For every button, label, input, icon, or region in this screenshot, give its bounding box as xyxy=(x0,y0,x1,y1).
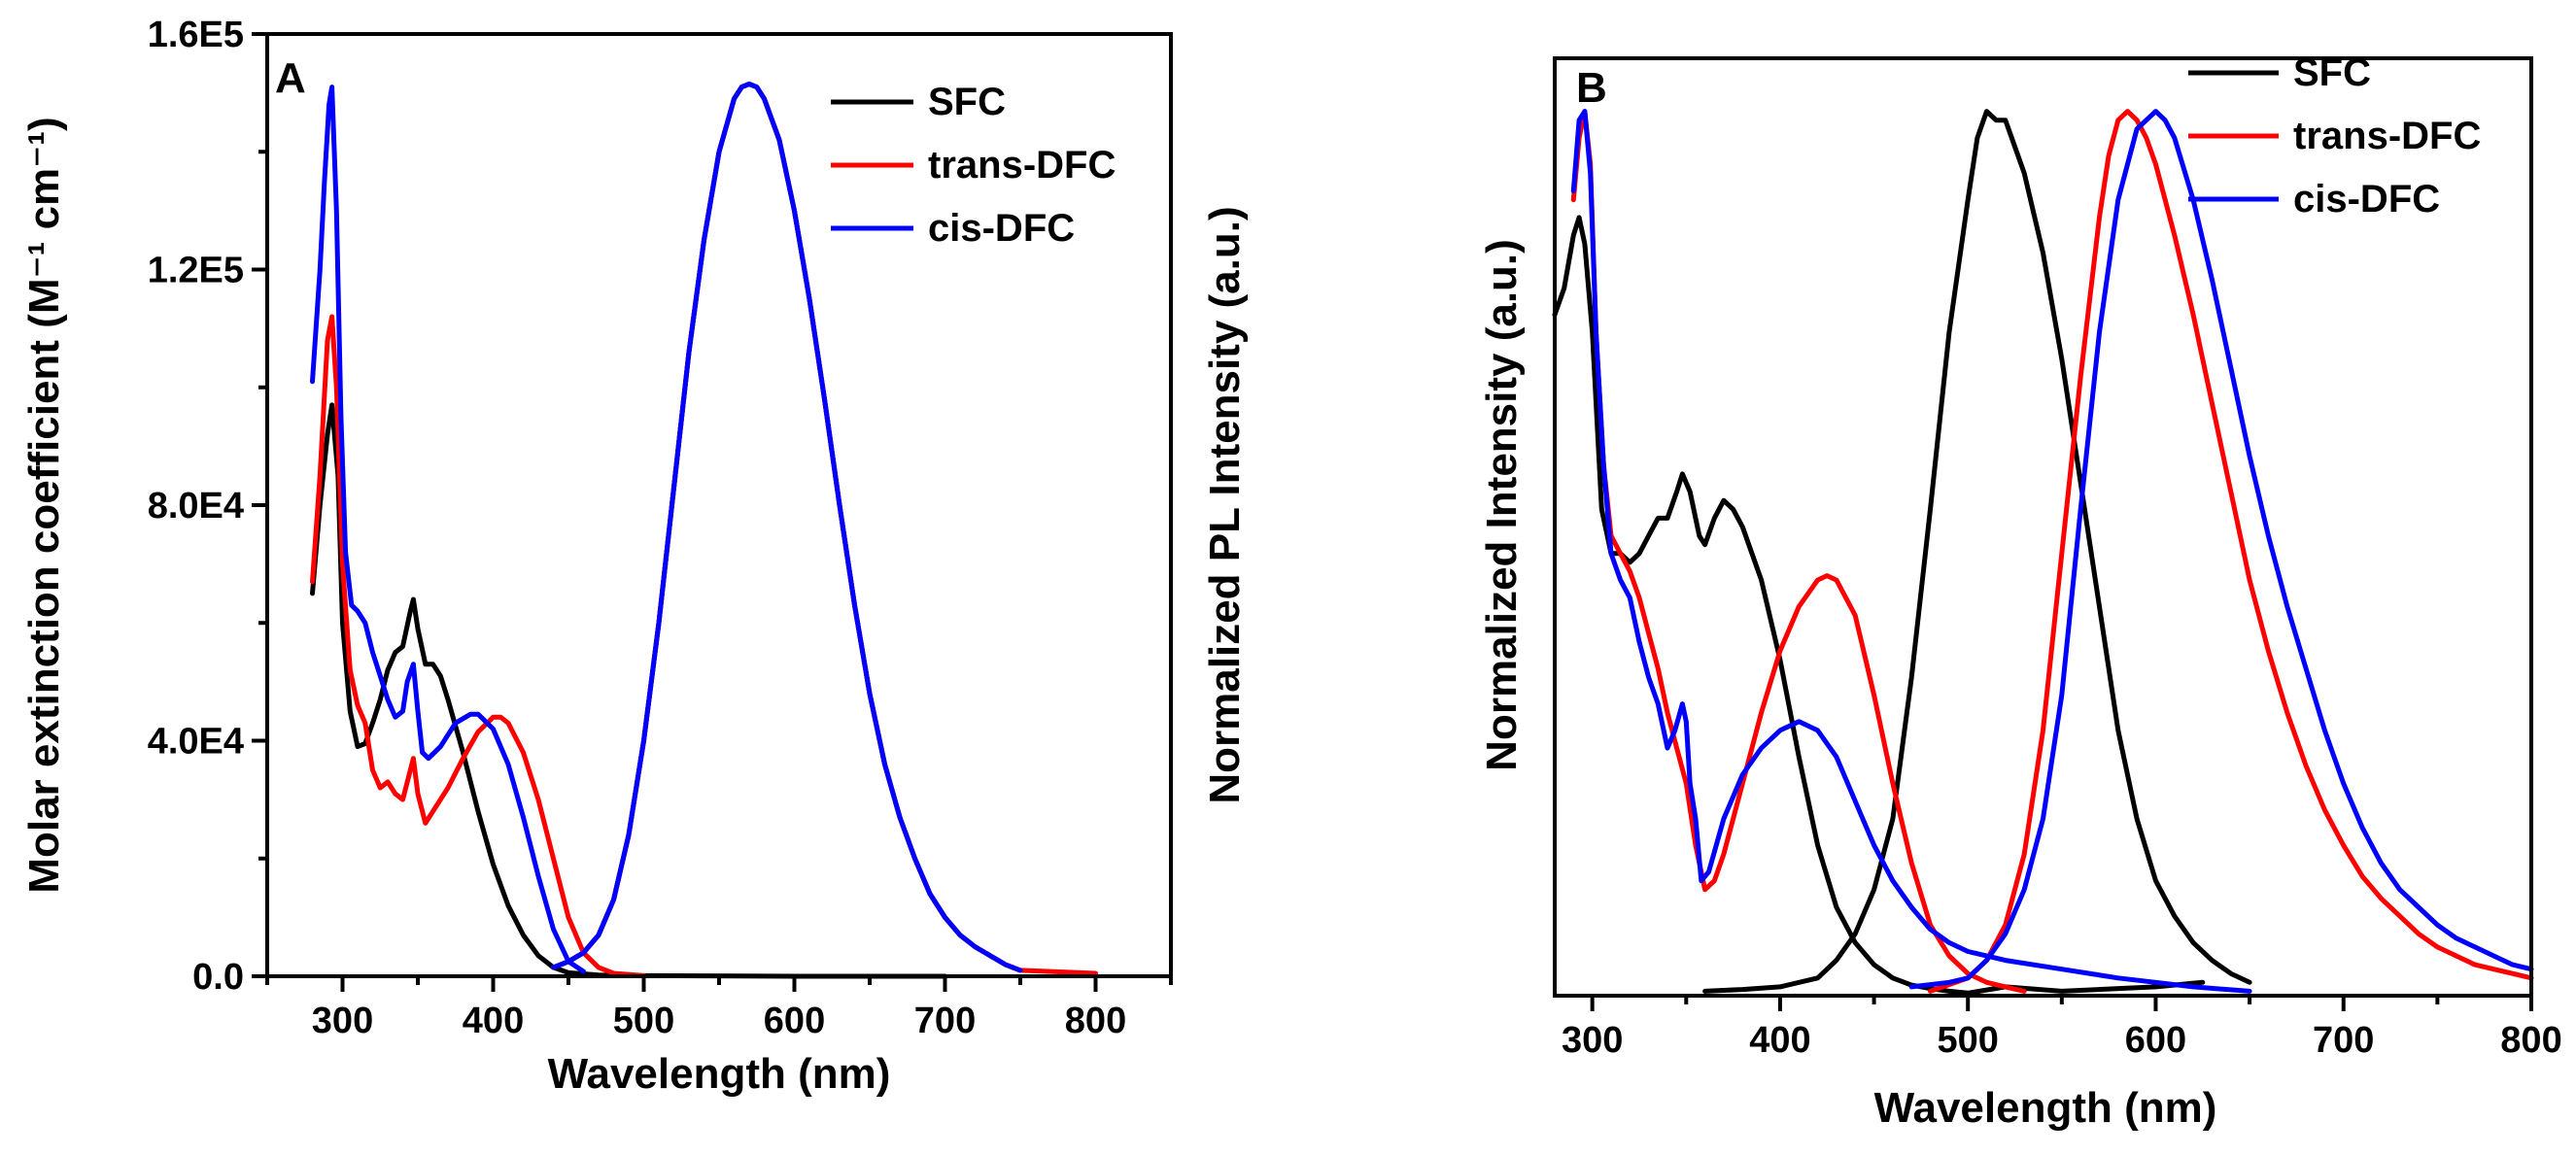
chart-a-y-tick-label: 1.6E5 xyxy=(148,15,244,55)
chart-b-axis-frame xyxy=(1553,56,2533,998)
chart-b-x-tick-label: 800 xyxy=(2500,1020,2561,1061)
chart-a-x-axis-title: Wavelength (nm) xyxy=(548,1050,891,1098)
chart-b-legend-label-trans-dfc: trans-DFC xyxy=(2293,115,2481,157)
chart-a-legend-label-trans-dfc: trans-DFC xyxy=(928,144,1116,187)
chart-a-series-trans-dfc-absorption xyxy=(310,314,646,978)
chart-a-legend-label-sfc: SFC xyxy=(928,81,1006,123)
chart-b-ticks-layer: 300 400 500 600 700 800 xyxy=(1562,996,2562,1061)
chart-b-series-sfc-pl xyxy=(1702,109,2252,994)
chart-b-x-tick-label: 400 xyxy=(1749,1020,1810,1061)
chart-a-legend-label-cis-dfc: cis-DFC xyxy=(928,207,1075,250)
chart-a-x-tick-label: 600 xyxy=(764,1001,825,1041)
chart-a-x-tick-label: 500 xyxy=(613,1001,674,1041)
chart-a-y-tick-label: 1.2E5 xyxy=(148,251,244,291)
chart-a-series-cis-dfc-absorption xyxy=(310,85,586,974)
chart-b-panel-label: B xyxy=(1576,64,1607,112)
chart-a-panel-label: A xyxy=(275,54,306,102)
chart-b-x-tick-label: 500 xyxy=(1937,1020,1998,1061)
chart-b-series-layer xyxy=(1552,109,2534,996)
chart-b-series-cis-dfc-absorption xyxy=(1570,109,2252,994)
chart-b-x-tick-label: 600 xyxy=(2125,1020,2186,1061)
chart-a-y-tick-label: 8.0E4 xyxy=(148,486,244,527)
chart-b-series-trans-dfc-pl xyxy=(1928,109,2534,994)
chart-a-ticks-layer: 300 400 500 600 700 800 0.0 4.0E4 8.0E4 1.2E5 1.6E… xyxy=(148,15,1173,1041)
chart-b-y-axis-title: Normalized Intensity (a.u.) xyxy=(1478,239,1526,771)
chart-a-series-cis-dfc-pl xyxy=(551,82,1023,973)
chart-a-x-tick-label: 700 xyxy=(914,1001,976,1041)
chart-a-series-layer xyxy=(310,82,1098,979)
chart-b-x-tick-label: 700 xyxy=(2313,1020,2374,1061)
chart-a-x-tick-label: 800 xyxy=(1065,1001,1126,1041)
chart-b: 300 400 500 600 700 800 B Wavelength (nm) Nor… xyxy=(1478,51,2562,1132)
chart-a-x-tick-label: 300 xyxy=(312,1001,373,1041)
chart-b-x-tick-label: 300 xyxy=(1562,1020,1623,1061)
chart-b-legend: SFC trans-DFC cis-DFC xyxy=(2188,51,2481,221)
chart-a-y-tick-label: 0.0 xyxy=(192,957,244,998)
chart-a-y-axis-title-left: Molar extinction coefficient (M⁻¹ cm⁻¹) xyxy=(20,117,68,893)
chart-b-legend-label-sfc: SFC xyxy=(2293,51,2371,94)
chart-b-x-axis-title: Wavelength (nm) xyxy=(1874,1084,2217,1132)
chart-b-series-cis-dfc-pl xyxy=(1908,109,2534,990)
chart-a-x-tick-label: 400 xyxy=(463,1001,524,1041)
chart-a-y-tick-label: 4.0E4 xyxy=(148,722,244,763)
chart-a-series-sfc-absorption xyxy=(310,402,947,979)
chart-b-legend-label-cis-dfc: cis-DFC xyxy=(2293,178,2440,221)
chart-a: 300 400 500 600 700 800 0.0 4.0E4 8.0E4 1.2E5 1.6E… xyxy=(20,15,1249,1098)
chart-a-legend: SFC trans-DFC cis-DFC xyxy=(831,81,1116,250)
chart-a-y-axis-title-right: Normalized PL Intensity (a.u.) xyxy=(1201,206,1249,803)
